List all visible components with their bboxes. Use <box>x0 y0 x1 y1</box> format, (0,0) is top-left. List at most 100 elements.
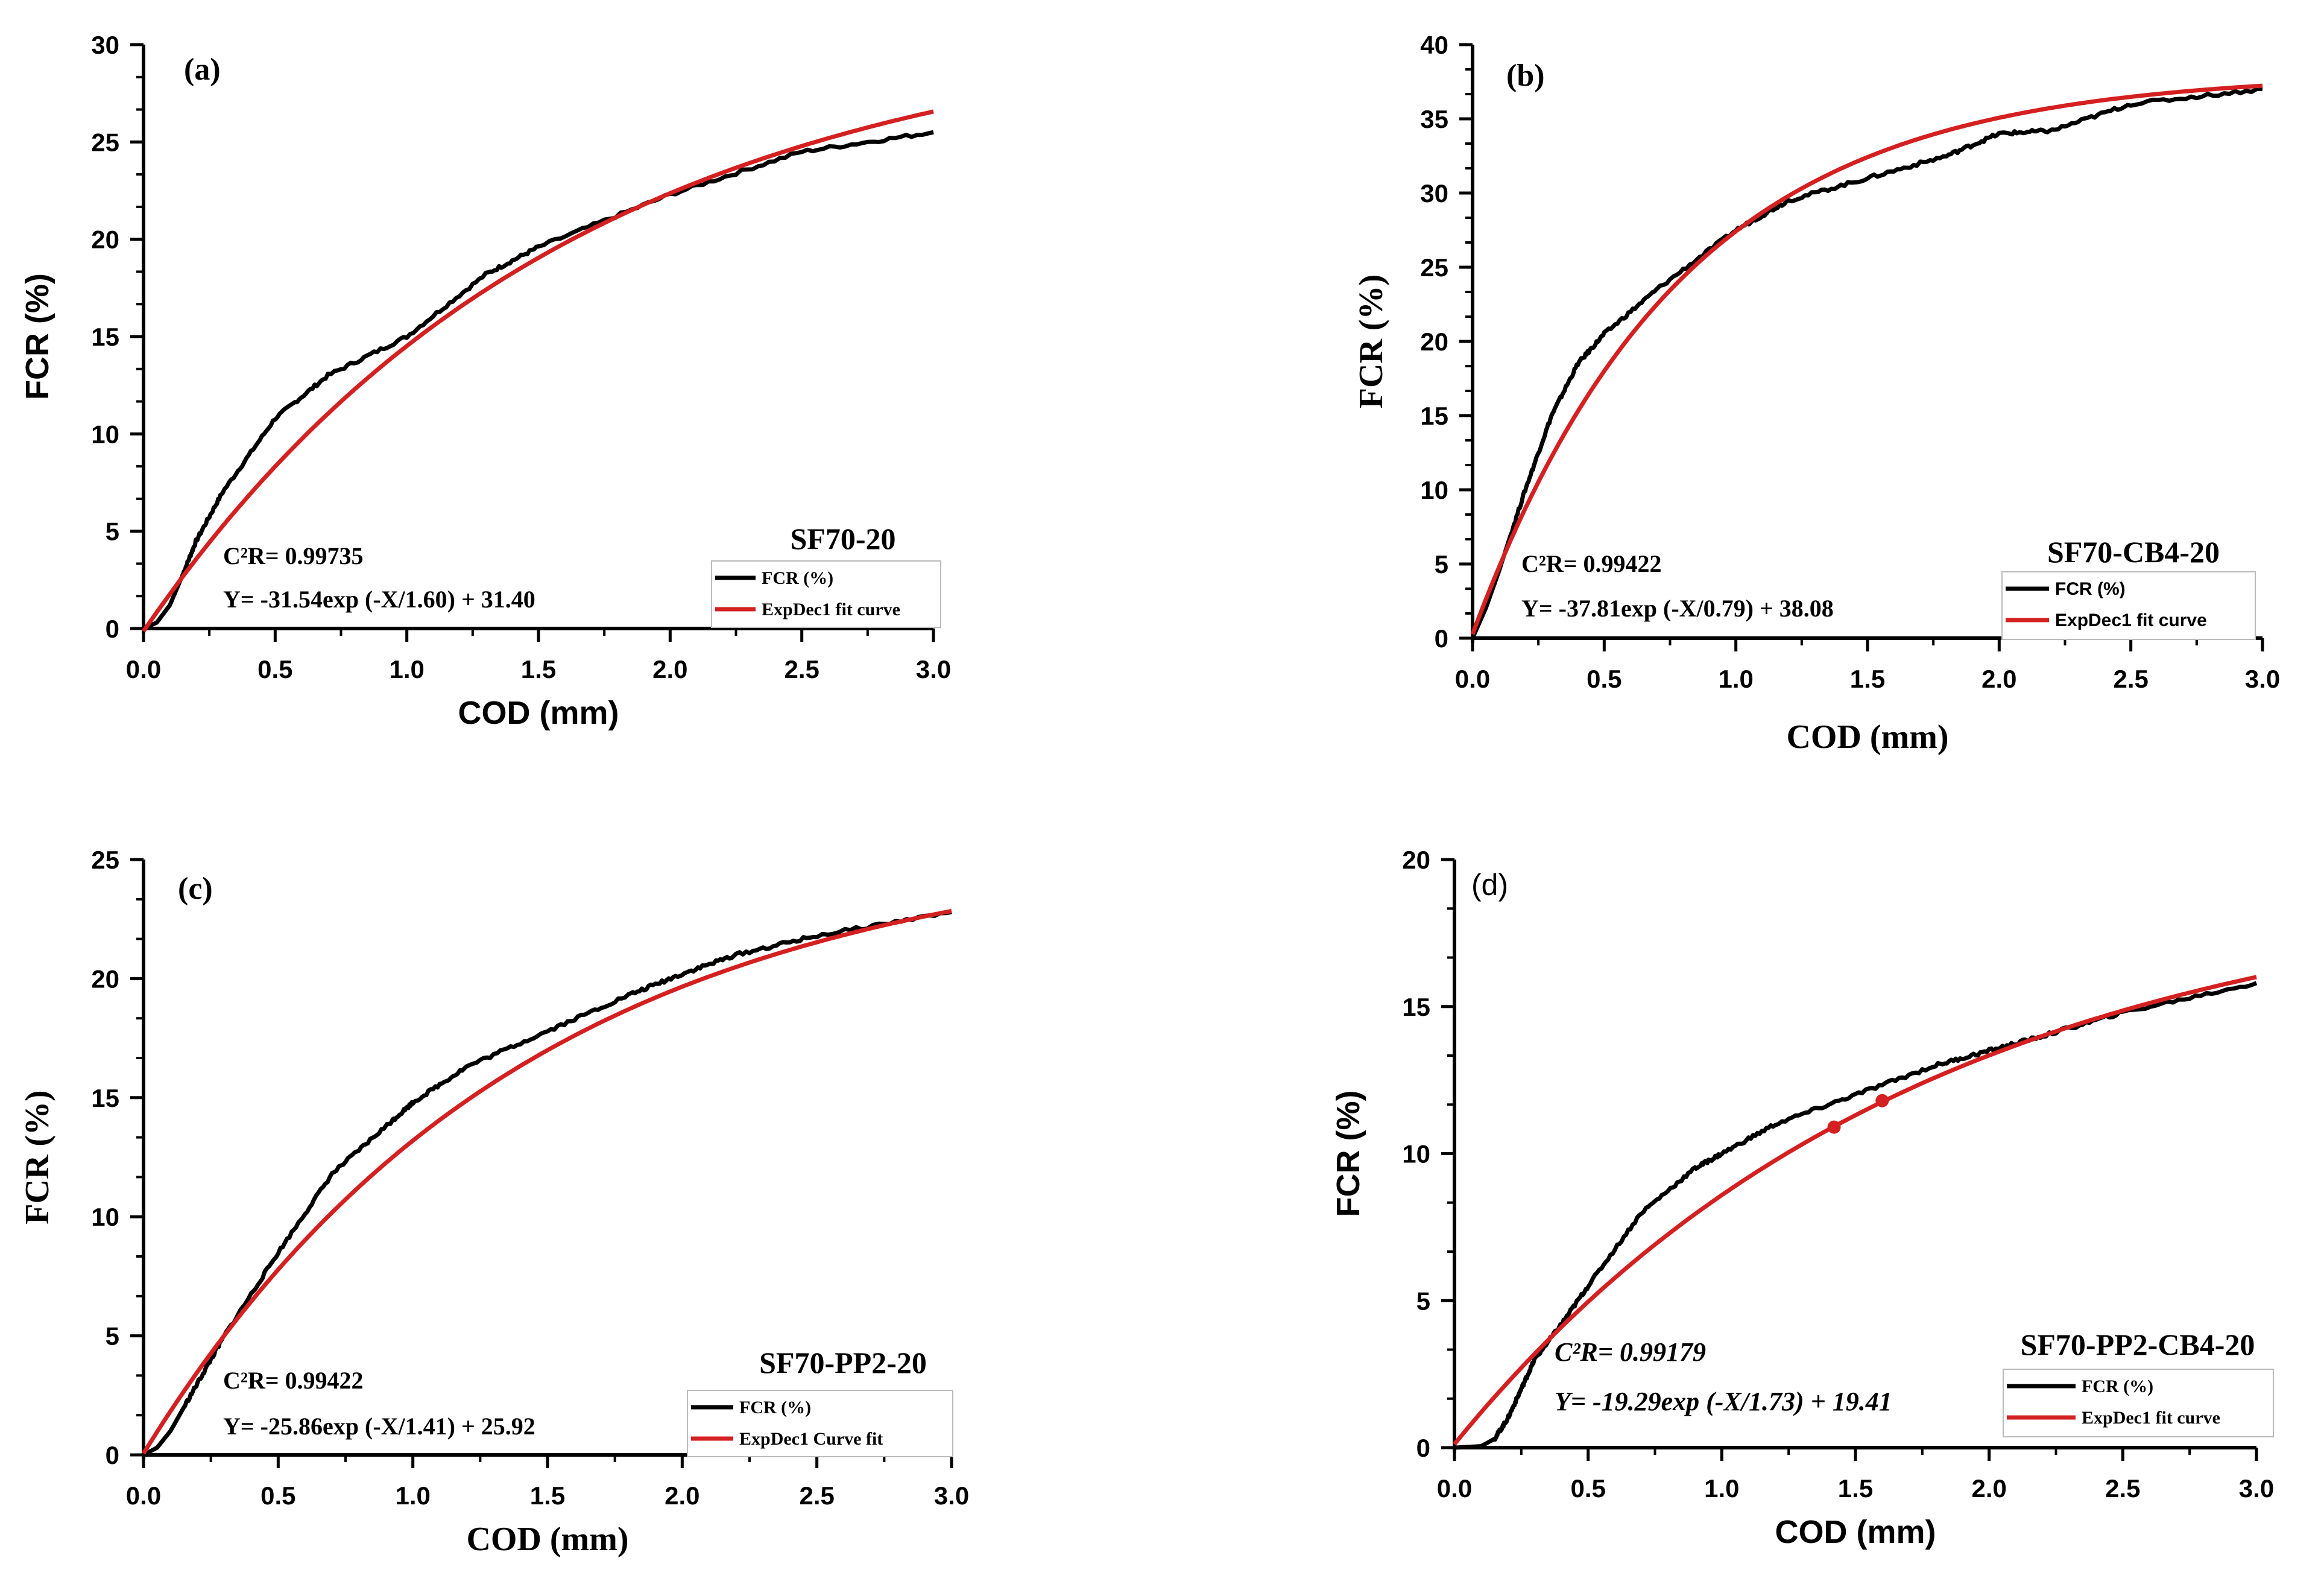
y-tick-label: 20 <box>1402 846 1430 874</box>
y-tick-label: 30 <box>1420 179 1448 207</box>
y-tick-label: 0 <box>106 1441 119 1469</box>
x-axis-title: COD (mm) <box>1775 1514 1936 1550</box>
y-tick-label: 10 <box>91 420 119 448</box>
x-tick-label: 1.5 <box>521 655 556 683</box>
y-tick-label: 0 <box>1416 1434 1430 1462</box>
x-tick-label: 1.0 <box>395 1481 430 1510</box>
y-axis-title: FCR (%) <box>19 273 55 400</box>
x-axis-title: COD (mm) <box>458 695 619 731</box>
x-tick-label: 1.5 <box>1838 1474 1873 1503</box>
panel-label: (a) <box>184 52 221 87</box>
y-axis-title: FCR (%) <box>1353 274 1390 408</box>
x-tick-label: 0.5 <box>1587 665 1621 693</box>
legend-box <box>711 560 941 628</box>
x-tick-label: 1.0 <box>1704 1474 1739 1503</box>
x-tick-label: 0.5 <box>257 655 292 683</box>
y-tick-label: 5 <box>1435 550 1448 578</box>
series-fit-curve <box>142 908 952 1455</box>
series-fit-curve <box>1453 975 2257 1446</box>
x-tick-label: 1.5 <box>530 1481 565 1510</box>
y-tick-label: 15 <box>91 1084 119 1112</box>
x-tick-label: 1.5 <box>1850 665 1885 693</box>
x-tick-label: 2.5 <box>2113 665 2148 693</box>
legend-box <box>2001 571 2256 640</box>
y-tick-label: 25 <box>91 128 119 156</box>
x-tick-label: 0.5 <box>1570 1474 1605 1503</box>
y-tick-label: 30 <box>91 31 119 59</box>
fit-equation: Y= -37.81exp (-X/0.79) + 38.08 <box>1521 595 1834 622</box>
y-tick-label: 20 <box>1420 328 1448 356</box>
y-tick-label: 20 <box>91 964 119 993</box>
y-tick-label: 5 <box>106 518 119 546</box>
y-tick-label: 40 <box>1420 31 1448 59</box>
y-tick-label: 5 <box>106 1322 119 1351</box>
fit-marker <box>1827 1120 1841 1134</box>
panel-label: (d) <box>1471 868 1508 902</box>
y-tick-label: 25 <box>91 846 119 874</box>
chart-panel-d: 0.0 0.5 1.0 1.5 2.0 2.5 3.0 0 5 10 15 20 COD (mm) FCR… <box>1330 846 2274 1550</box>
x-tick-label: 3.0 <box>2245 665 2280 693</box>
r2-label: C²R= 0.99422 <box>1521 550 1662 577</box>
sample-name: SF70-20 <box>791 522 896 556</box>
fit-equation: Y= -31.54exp (-X/1.60) + 31.40 <box>223 586 535 613</box>
x-tick-label: 0.0 <box>126 1481 161 1510</box>
y-tick-label: 20 <box>91 226 119 254</box>
panel-label: (b) <box>1506 59 1545 93</box>
x-axis-title: COD (mm) <box>466 1521 628 1558</box>
legend-box <box>687 1390 953 1457</box>
fit-equation: Y= -25.86exp (-X/1.41) + 25.92 <box>223 1413 535 1440</box>
y-tick-label: 10 <box>1402 1140 1430 1168</box>
chart-panel-c: 0.0 0.5 1.0 1.5 2.0 2.5 3.0 0 5 10 15 20 25 COD (mm) F… <box>19 846 969 1558</box>
y-tick-label: 15 <box>1402 993 1430 1021</box>
y-tick-label: 10 <box>91 1203 119 1231</box>
sample-name: SF70-PP2-20 <box>759 1346 927 1379</box>
legend-box <box>2003 1369 2274 1437</box>
r2-label: C²R= 0.99735 <box>223 542 364 569</box>
fit-marker <box>1875 1094 1889 1107</box>
y-tick-label: 35 <box>1420 105 1448 133</box>
y-tick-label: 15 <box>91 323 119 351</box>
x-tick-label: 2.0 <box>665 1481 699 1510</box>
x-tick-label: 2.5 <box>2105 1474 2140 1503</box>
legend-label-fit: ExpDec1 Curve fit <box>739 1429 883 1449</box>
y-tick-label: 25 <box>1420 253 1448 282</box>
x-tick-label: 2.5 <box>784 655 819 683</box>
panel-label: (c) <box>178 872 213 906</box>
legend-label-fit: ExpDec1 fit curve <box>762 600 900 619</box>
chart-panel-b: 0.0 0.5 1.0 1.5 2.0 2.5 3.0 0 5 10 15 20 25 30 35 40 COD… <box>1353 31 2280 756</box>
y-tick-label: 0 <box>1435 624 1448 653</box>
sample-name: SF70-PP2-CB4-20 <box>2021 1328 2255 1361</box>
x-tick-label: 1.0 <box>1718 665 1753 693</box>
legend-label-fit: ExpDec1 fit curve <box>2082 1408 2220 1428</box>
legend-label-fcr: FCR (%) <box>739 1398 811 1417</box>
legend-label-fit: ExpDec1 fit curve <box>2055 610 2207 630</box>
fit-equation: Y= -19.29exp (-X/1.73) + 19.41 <box>1555 1387 1892 1416</box>
sample-name: SF70-CB4-20 <box>2047 535 2220 569</box>
y-tick-label: 10 <box>1420 476 1448 504</box>
y-tick-label: 15 <box>1420 402 1448 430</box>
y-axis-title: FCR (%) <box>19 1090 56 1224</box>
legend-label-fcr: FCR (%) <box>2082 1376 2153 1396</box>
legend-label-fcr: FCR (%) <box>762 568 833 588</box>
legend-label-fcr: FCR (%) <box>2055 579 2126 599</box>
x-axis-title: COD (mm) <box>1786 718 1948 756</box>
x-tick-label: 0.0 <box>1455 665 1490 693</box>
r2-label: C²R= 0.99422 <box>223 1367 364 1394</box>
y-tick-label: 5 <box>1416 1287 1430 1315</box>
x-tick-label: 0.0 <box>126 655 161 683</box>
x-tick-label: 2.0 <box>1971 1474 2006 1503</box>
x-tick-label: 3.0 <box>916 655 951 683</box>
x-tick-label: 2.0 <box>1981 665 2016 693</box>
chart-panel-a: 0.0 0.5 1.0 1.5 2.0 2.5 3.0 0 5 10 15 20 25 30 COD (mm… <box>19 31 951 731</box>
x-tick-label: 3.0 <box>2239 1474 2274 1503</box>
y-axis-title: FCR (%) <box>1330 1091 1366 1217</box>
series-fit-curve <box>142 109 934 633</box>
x-tick-label: 3.0 <box>934 1481 969 1510</box>
series-fcr-line <box>1453 981 2258 1450</box>
y-tick-label: 0 <box>106 615 119 643</box>
series-fit-curve <box>1470 83 2263 635</box>
x-tick-label: 0.5 <box>261 1481 295 1510</box>
x-tick-label: 1.0 <box>389 655 424 683</box>
series-fcr-line <box>142 910 952 1457</box>
